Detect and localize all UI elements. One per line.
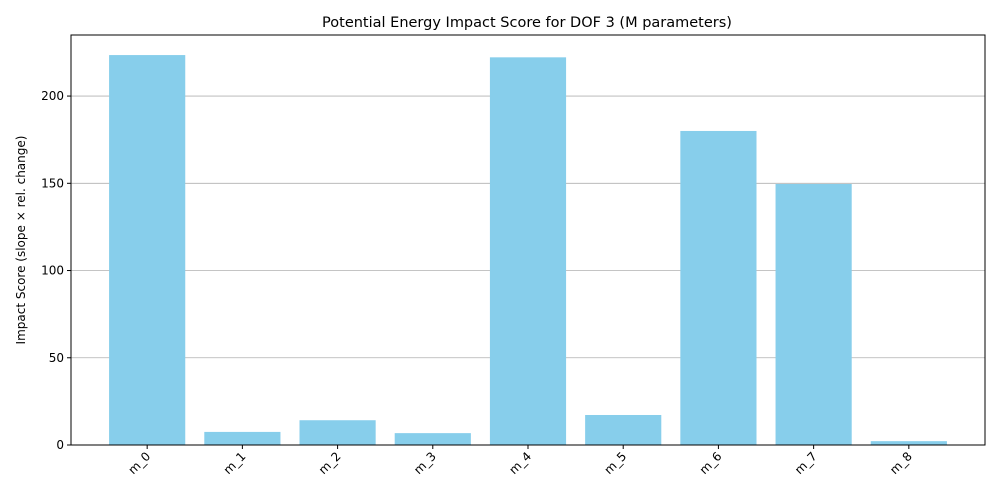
y-tick-label: 100 [41, 264, 64, 278]
x-tick-label: m_4 [506, 449, 534, 477]
y-tick-label: 50 [49, 351, 64, 365]
bar-m-6 [680, 130, 757, 445]
chart-title: Potential Energy Impact Score for DOF 3 … [322, 15, 732, 31]
x-tick-label: m_5 [602, 449, 630, 477]
x-tick-label: m_7 [792, 449, 820, 477]
bar-m-0 [109, 55, 186, 445]
bar-m-3 [394, 433, 471, 445]
bars [109, 55, 947, 446]
x-axis-ticks: m_0 m_1 m_2 m_3 m_4 m_5 m_6 m_7 m_8 [125, 445, 915, 477]
y-tick-label: 150 [41, 176, 64, 190]
x-tick-label: m_1 [221, 449, 249, 477]
x-tick-label: m_2 [316, 449, 344, 477]
y-axis-ticks: 0 50 100 150 200 [41, 89, 71, 452]
y-tick-label: 200 [41, 89, 64, 103]
y-tick-label: 0 [56, 438, 64, 452]
x-tick-label: m_8 [887, 449, 915, 477]
x-tick-label: m_3 [411, 449, 439, 477]
bar-m-5 [585, 414, 662, 445]
bar-m-4 [489, 57, 567, 446]
bar-m-1 [204, 431, 281, 445]
y-axis-label: Impact Score (slope × rel. change) [14, 136, 28, 345]
bar-m-8 [870, 441, 947, 445]
bar-m-7 [775, 183, 852, 446]
x-tick-label: m_6 [697, 449, 725, 477]
x-tick-label: m_0 [125, 449, 153, 477]
bar-m-2 [299, 420, 376, 445]
